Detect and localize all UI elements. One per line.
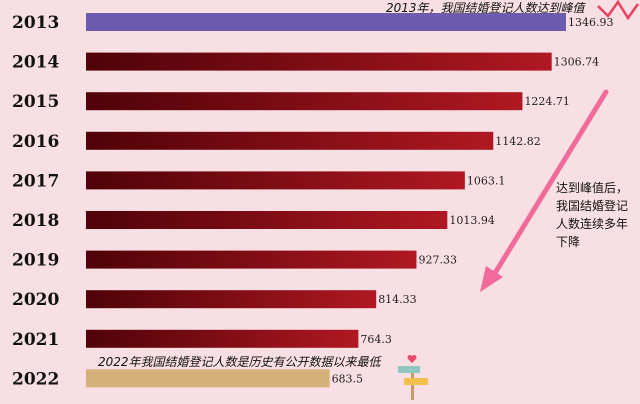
bar-2022 (86, 369, 330, 388)
year-label-2014: 2014 (12, 53, 59, 73)
bar-2020 (86, 290, 377, 309)
bar-2019 (86, 250, 417, 269)
value-label-2020: 814.33 (378, 293, 417, 306)
value-label-2018: 1013.94 (449, 214, 495, 227)
bar-2021 (86, 329, 359, 348)
trend-annotation-line-4: 下降 (556, 235, 580, 249)
year-label-2015: 2015 (12, 92, 59, 112)
bar-2013 (86, 13, 566, 31)
value-label-2014: 1306.74 (554, 56, 600, 69)
value-label-2013: 1346.93 (568, 16, 614, 29)
bar-2014 (86, 52, 552, 71)
value-label-2015: 1224.71 (524, 95, 570, 108)
bars-group: 2013 1346.93 2014 1306.74 2015 1224.71 2016 114… (12, 13, 614, 389)
year-label-2016: 2016 (12, 132, 59, 152)
value-label-2016: 1142.82 (495, 135, 541, 148)
bar-2017 (86, 171, 465, 190)
year-label-2019: 2019 (12, 251, 59, 271)
year-label-2022: 2022 (12, 369, 59, 389)
lowest-annotation: 2022年我国结婚登记人数是历史有公开数据以来最低 (98, 355, 383, 369)
year-label-2013: 2013 (12, 13, 59, 33)
year-label-2017: 2017 (12, 171, 59, 191)
value-label-2017: 1063.1 (467, 174, 506, 187)
zigzag-decoration (597, 0, 640, 21)
trend-annotation-line-2: 我国结婚登记 (556, 198, 628, 213)
peak-annotation: 2013年，我国结婚登记人数达到峰值 (386, 1, 587, 15)
trend-annotation-line-1: 达到峰值后， (556, 180, 628, 195)
value-label-2021: 764.3 (360, 333, 392, 346)
down-arrow-icon (480, 89, 609, 292)
bar-2015 (86, 92, 523, 111)
signpost-icon (398, 354, 428, 400)
year-label-2018: 2018 (12, 211, 59, 231)
bar-2016 (86, 131, 494, 150)
year-label-2020: 2020 (12, 290, 59, 310)
year-label-2021: 2021 (12, 330, 59, 350)
value-label-2022: 683.5 (332, 372, 364, 385)
value-label-2019: 927.33 (418, 254, 457, 267)
trend-annotation: 达到峰值后， 我国结婚登记 人数连续多年 下降 (556, 180, 628, 249)
bar-2018 (86, 211, 448, 229)
trend-annotation-line-3: 人数连续多年 (556, 216, 628, 231)
